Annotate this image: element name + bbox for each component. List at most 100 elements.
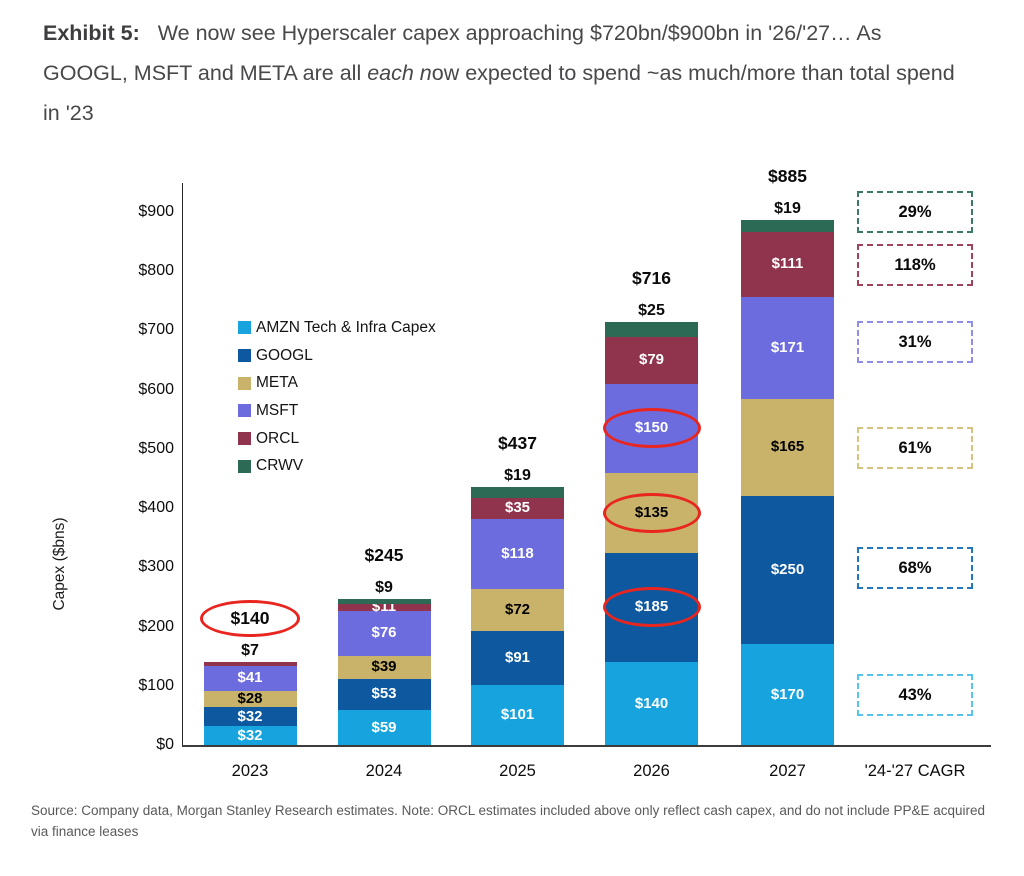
bar-2027-segment-GOOGL: [741, 496, 834, 645]
x-tick-2024: 2024: [365, 762, 403, 780]
bar-2027-total: $885: [768, 166, 807, 187]
bar-2025-label-META: $72: [504, 600, 531, 618]
cagr-box-AMZN: 43%: [857, 674, 973, 716]
bar-2025-total: $437: [498, 432, 537, 453]
plot-area: $0 $100 $200 $300 $400 $500 $600 $700 $800 $900 $3…: [0, 150, 1024, 790]
bar-2024-segment-GOOGL: [337, 678, 431, 711]
y-tick-label: $500: [138, 439, 174, 457]
bar-2025-segment-CRWV: [471, 486, 564, 499]
x-tick-2023: 2023: [231, 762, 269, 780]
bar-2023-segment-ORCL: [203, 662, 297, 667]
bar-2024-top-label: $9: [375, 578, 393, 596]
bar-2025-segment-GOOGL: [471, 631, 564, 686]
bar-2024-segment-ORCL: [337, 604, 431, 611]
bar-2023-label-AMZN: $32: [237, 726, 263, 744]
legend-item-GOOGL: GOOGL: [238, 342, 436, 370]
legend-label-META: META: [256, 374, 298, 392]
legend-item-CRWV: CRWV: [238, 452, 436, 480]
legend-label-MSFT: MSFT: [256, 401, 299, 419]
y-axis-line: [181, 183, 183, 746]
capex-stacked-bar-chart: Capex ($bns) $0 $100 $200 $300 $400 $500 $600 $…: [0, 150, 1024, 790]
bar-2027-top-label: $19: [774, 200, 801, 218]
bar-2026-label-META: $135: [634, 503, 669, 521]
legend-label-AMZN: AMZN Tech & Infra Capex: [256, 318, 436, 336]
exhibit-title: Exhibit 5: We now see Hyperscaler capex a…: [43, 13, 971, 133]
legend-label-GOOGL: GOOGL: [256, 346, 313, 364]
bar-2026-label-AMZN: $140: [634, 694, 669, 712]
bar-2025-segment-AMZN: [471, 685, 564, 745]
bar-2027-label-MSFT: $171: [770, 338, 805, 356]
bar-2026-total: $716: [632, 268, 671, 289]
bar-2023-segment-GOOGL: [203, 707, 297, 727]
legend-swatch-ORCL: [238, 432, 251, 446]
bar-2026-segment-MSFT: [605, 383, 698, 473]
bar-2026-segment-GOOGL: [605, 552, 698, 663]
bar-2024-label-GOOGL: $53: [371, 685, 397, 703]
bar-2027-label-GOOGL: $250: [770, 561, 805, 579]
cagr-box-CRWV: 29%: [857, 191, 973, 233]
y-tick-label: $900: [138, 203, 174, 220]
bar-2027-segment-CRWV: [741, 220, 834, 232]
bar-2026-top-label: $25: [638, 302, 665, 320]
source-note: Source: Company data, Morgan Stanley Res…: [31, 803, 986, 839]
bar-2025-label-MSFT: $118: [501, 544, 534, 562]
bar-2025-label-GOOGL: $91: [504, 649, 531, 667]
bar-2025-segment-ORCL: [471, 498, 564, 519]
cagr-box-MSFT: 31%: [857, 321, 973, 363]
cagr-box-META: 61%: [857, 427, 973, 469]
bar-2027-label-AMZN: $170: [770, 685, 805, 703]
cagr-box-ORCL: 118%: [857, 244, 973, 286]
legend-swatch-MSFT: [238, 404, 251, 418]
x-tick-2025: 2025: [499, 762, 536, 780]
bar-2026-segment-CRWV: [605, 322, 698, 337]
bar-2027-segment-AMZN: [741, 644, 834, 745]
exhibit-number: Exhibit 5:: [43, 21, 140, 45]
exhibit-title-italic: each n: [367, 61, 432, 85]
bar-2026-segment-AMZN: [605, 662, 698, 745]
x-axis-line: [181, 745, 991, 747]
bar-2023-label-MSFT: $41: [237, 669, 263, 687]
bar-2024-segment-META: [337, 655, 431, 679]
y-tick-label: $400: [138, 499, 174, 517]
bar-2025-label-AMZN: $101: [500, 706, 535, 724]
chart-legend: AMZN Tech & Infra Capex GOOGL META MSFT ORCL…: [238, 314, 436, 480]
legend-item-META: META: [238, 369, 436, 397]
legend-swatch-META: [238, 376, 251, 390]
bar-2027-segment-ORCL: [741, 231, 834, 298]
bar-2025-top-label: $19: [504, 466, 531, 484]
bar-2026-label-ORCL: $79: [638, 351, 665, 369]
cagr-box-GOOGL: 68%: [857, 547, 973, 589]
y-tick-label: $700: [138, 321, 174, 339]
legend-item-ORCL: ORCL: [238, 425, 436, 453]
bar-2023-segment-MSFT: [203, 666, 297, 691]
bar-2024-total: $245: [364, 544, 404, 565]
y-tick-label: $800: [138, 262, 174, 280]
bar-2026-label-GOOGL: $185: [634, 598, 669, 616]
legend-label-CRWV: CRWV: [256, 457, 304, 475]
x-tick-cagr: '24-'27 CAGR: [864, 762, 966, 780]
bar-2024-segment-AMZN: [337, 710, 431, 745]
y-tick-label: $100: [138, 676, 174, 694]
bar-2023-total: $140: [230, 608, 270, 629]
bar-2025-label-ORCL: $35: [504, 499, 531, 517]
legend-swatch-AMZN: [238, 321, 251, 335]
exhibit-title-text-1: We now see Hyperscaler capex approaching…: [43, 21, 882, 85]
y-tick-label: $200: [138, 617, 174, 635]
bar-2024-label-MSFT: $76: [371, 624, 397, 642]
legend-swatch-GOOGL: [238, 349, 251, 363]
x-tick-2026: 2026: [633, 762, 670, 780]
exhibit-title-text-2: ow expected to spend ~as much/more than …: [43, 61, 955, 125]
legend-item-AMZN: AMZN Tech & Infra Capex: [238, 314, 436, 342]
bar-2027-segment-MSFT: [741, 297, 834, 399]
bar-2025-segment-META: [471, 588, 564, 632]
y-tick-label: $600: [138, 380, 174, 398]
bar-2027-segment-META: [741, 398, 834, 497]
y-tick-label: $0: [156, 736, 174, 753]
bar-2025-segment-MSFT: [471, 518, 564, 589]
bar-2023-label-GOOGL: $32: [237, 707, 263, 725]
legend-label-ORCL: ORCL: [256, 429, 300, 447]
legend-item-MSFT: MSFT: [238, 397, 436, 425]
bar-2026-segment-META: [605, 472, 698, 553]
bar-2023-segment-META: [203, 690, 297, 708]
bar-2026-label-MSFT: $150: [634, 419, 669, 437]
